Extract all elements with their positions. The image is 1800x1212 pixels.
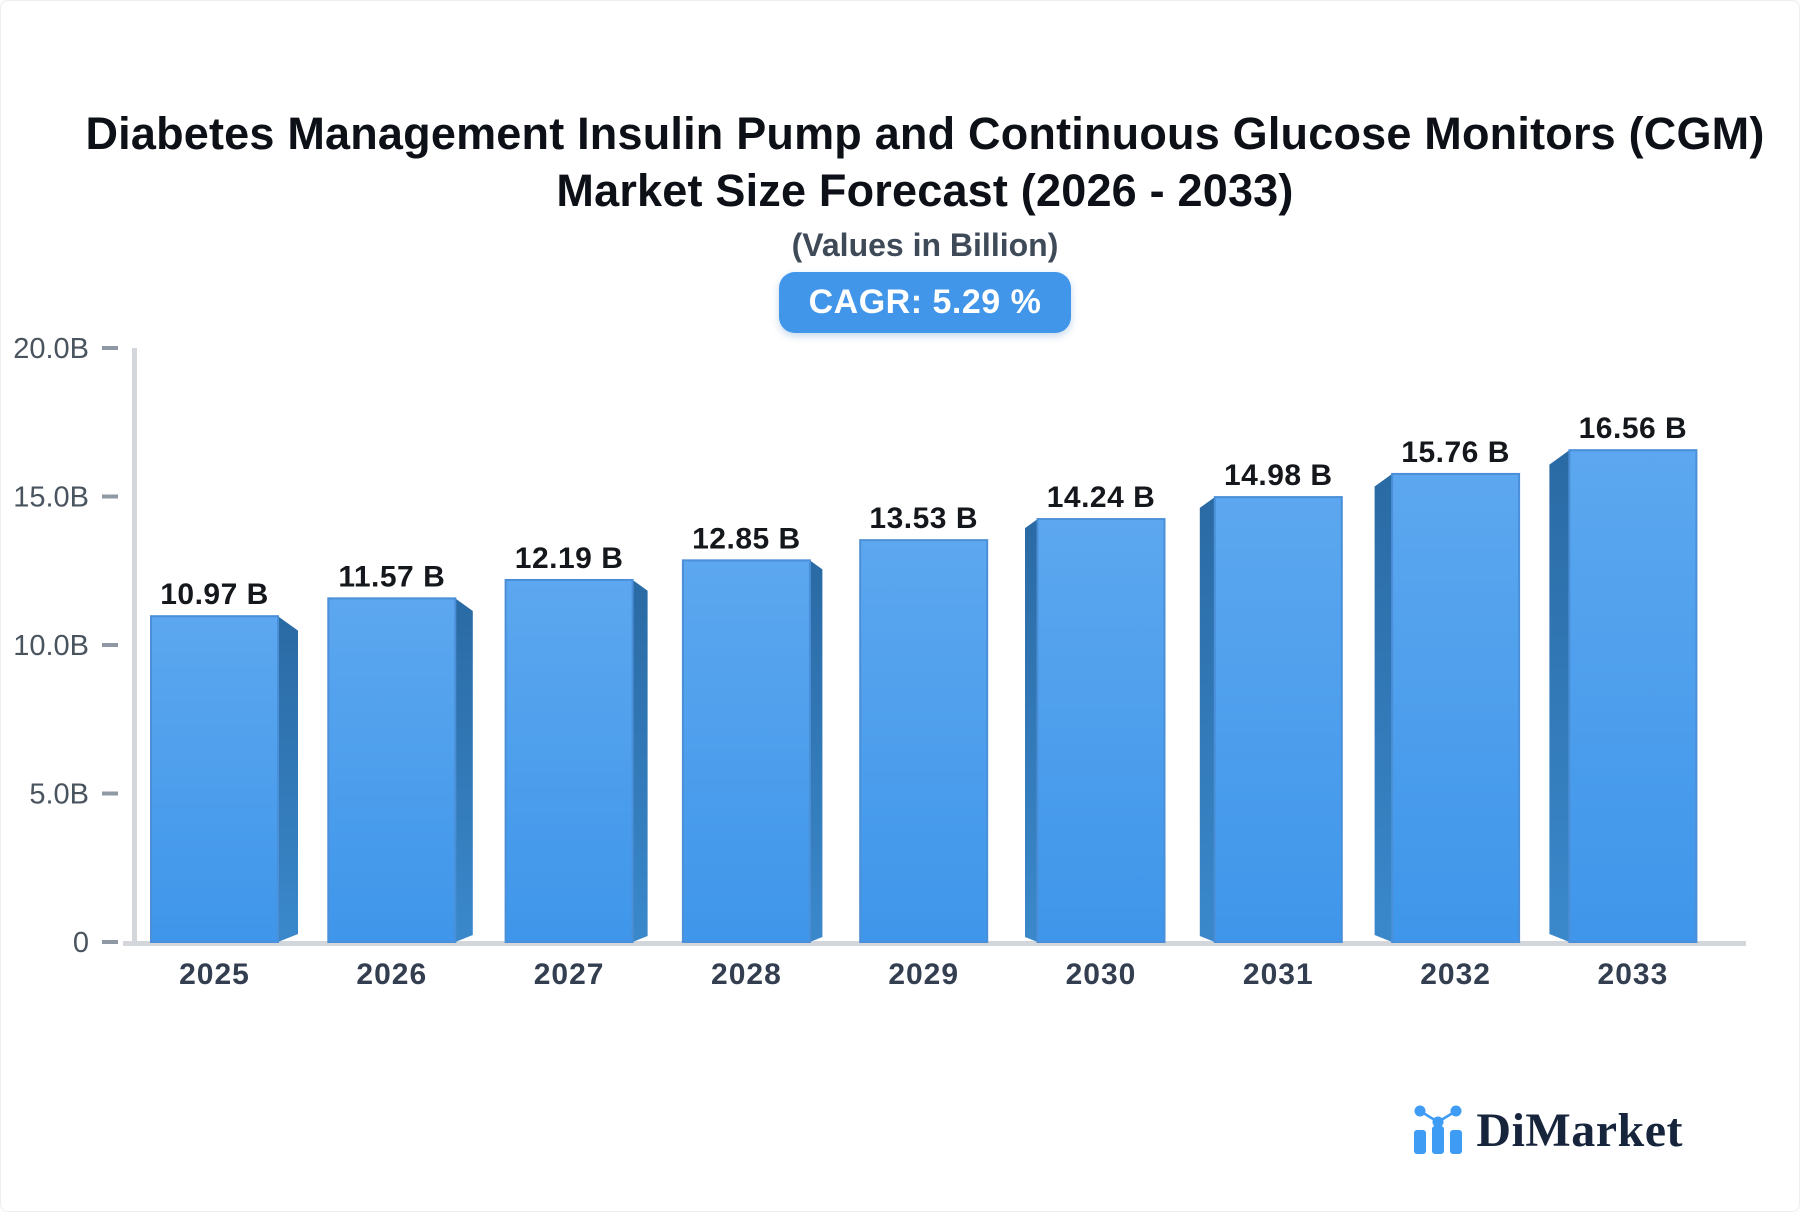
bar-2029: 13.53 B 2029 — [859, 502, 989, 991]
bar-2031: 14.98 B 2031 — [1199, 459, 1343, 991]
bar-front-face — [150, 615, 279, 943]
bar-value-label: 14.24 B — [1047, 481, 1156, 514]
bar-side-face — [1199, 497, 1215, 942]
x-axis-category-label: 2025 — [179, 958, 250, 991]
bar-front-face — [504, 578, 634, 943]
bar-value-label: 16.56 B — [1579, 412, 1688, 445]
bar-front-face — [327, 597, 457, 943]
y-tick-label: 5.0B — [29, 779, 89, 811]
bar-value-label: 15.76 B — [1401, 436, 1510, 469]
bar-front-face — [681, 559, 811, 943]
x-axis-category-label: 2033 — [1598, 958, 1669, 991]
y-tick-label: 15.0B — [13, 482, 89, 514]
bar-side-face — [632, 579, 648, 942]
bar-value-label: 13.53 B — [869, 502, 978, 535]
bar-side-face — [1549, 450, 1570, 942]
x-axis-category-label: 2027 — [534, 958, 605, 991]
y-tick-label: 10.0B — [13, 630, 89, 662]
bar-side-face — [809, 560, 823, 942]
bar-2032: 15.76 B 2032 — [1374, 436, 1521, 991]
bar-front-face — [1391, 472, 1521, 943]
bar-2026: 11.57 B 2026 — [327, 560, 473, 991]
bar-side-face — [278, 616, 298, 942]
x-axis-category-label: 2026 — [356, 958, 427, 991]
x-axis-category-label: 2031 — [1243, 958, 1314, 991]
bar-side-face — [455, 598, 473, 942]
bar-value-label: 10.97 B — [160, 578, 269, 611]
bar-front-face — [1036, 518, 1166, 944]
bar-2028: 12.85 B 2028 — [681, 522, 823, 991]
bar-side-face — [1374, 473, 1393, 942]
y-tick-label: 20.0B — [13, 333, 89, 365]
dimarket-logo: DiMarket — [1412, 1102, 1683, 1155]
bar-side-face — [1025, 519, 1038, 942]
bar-front-face — [1568, 449, 1698, 943]
bar-value-label: 12.85 B — [692, 522, 801, 555]
bar-value-label: 14.98 B — [1224, 459, 1333, 492]
bar-value-label: 12.19 B — [515, 542, 624, 575]
x-axis-category-label: 2029 — [888, 958, 959, 991]
bar-2025: 10.97 B 2025 — [150, 578, 298, 991]
y-tick-label: 0 — [73, 927, 89, 959]
bar-2030: 14.24 B 2030 — [1025, 481, 1166, 991]
bar-value-label: 11.57 B — [338, 560, 445, 593]
bar-front-face — [859, 539, 989, 943]
x-axis-category-label: 2030 — [1066, 958, 1137, 991]
x-axis-category-label: 2032 — [1420, 958, 1491, 991]
dimarket-logo-icon — [1414, 1105, 1463, 1154]
x-axis-category-label: 2028 — [711, 958, 782, 991]
dimarket-logo-text: DiMarket — [1476, 1104, 1683, 1157]
bar-2027: 12.19 B 2027 — [504, 542, 648, 991]
bar-2033: 16.56 B 2033 — [1549, 412, 1698, 991]
bar-front-face — [1213, 496, 1343, 943]
